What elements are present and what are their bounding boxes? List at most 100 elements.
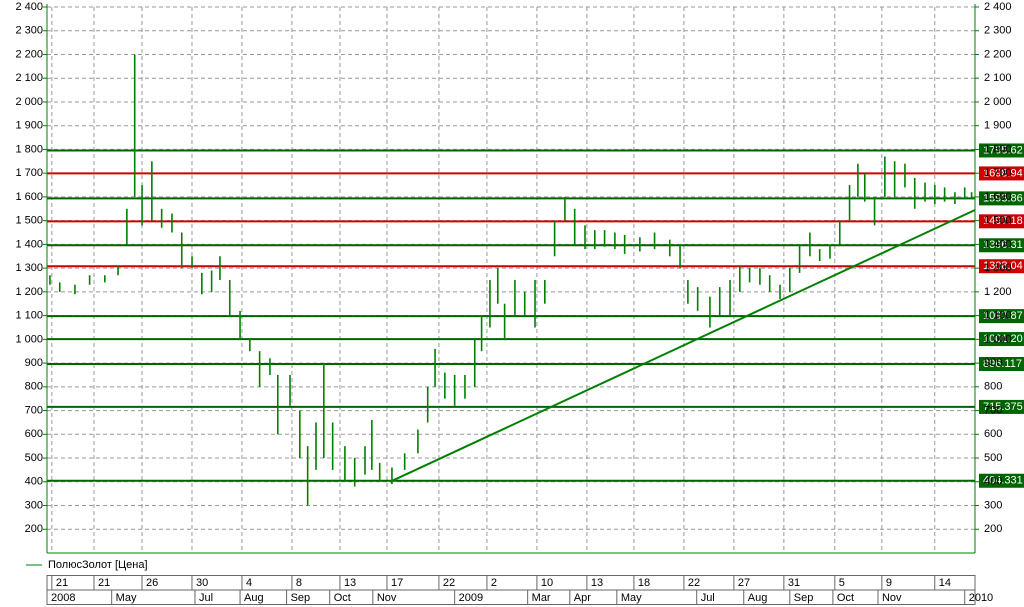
y2-tick-label: 2 100 bbox=[984, 72, 1012, 84]
y2-tick-label: 400 bbox=[984, 476, 1002, 488]
y-tick-label: 1 000 bbox=[15, 333, 43, 345]
month-label: Apr bbox=[574, 592, 591, 604]
x-tick-label: 17 bbox=[391, 577, 403, 589]
x-tick-label: 18 bbox=[638, 577, 650, 589]
levels: 1795.62 1698.94 1593.86 1497.18 1396.31 1308.… bbox=[47, 143, 1024, 488]
x-tick-label: 22 bbox=[443, 577, 455, 589]
x-tick-label: 26 bbox=[146, 577, 158, 589]
y-tick-label: 1 600 bbox=[15, 191, 43, 203]
level-box bbox=[979, 191, 1024, 206]
y-tick-label: 2 400 bbox=[15, 1, 43, 13]
level-label: 1795.62 bbox=[983, 144, 1023, 156]
x-tick-label: 21 bbox=[98, 577, 110, 589]
level-box bbox=[979, 399, 1024, 414]
trendline bbox=[389, 209, 976, 483]
x-tick-label: 13 bbox=[591, 577, 603, 589]
y2-tick-label: 2 200 bbox=[984, 48, 1012, 60]
x-tick-label: 22 bbox=[688, 577, 700, 589]
month-label: Sep bbox=[794, 592, 814, 604]
y2-tick-label: 700 bbox=[984, 404, 1002, 416]
level-box bbox=[979, 473, 1024, 488]
y2-tick-label: 1 100 bbox=[984, 310, 1012, 322]
level-box bbox=[979, 143, 1024, 158]
level-box bbox=[979, 332, 1024, 347]
y-tick-label: 600 bbox=[25, 428, 43, 440]
y-tick-label: 400 bbox=[25, 476, 43, 488]
y2-tick-label: 1 200 bbox=[984, 286, 1012, 298]
level-label: 404.331 bbox=[983, 475, 1023, 487]
y-tick-label: 1 400 bbox=[15, 238, 43, 250]
x-tick-label: 10 bbox=[541, 577, 553, 589]
y2-tick-label: 2 400 bbox=[984, 1, 1012, 13]
month-label: Oct bbox=[334, 592, 351, 604]
level-box bbox=[979, 259, 1024, 274]
y2-tick-label: 600 bbox=[984, 428, 1002, 440]
legend: ПолюсЗолот [Цена] bbox=[26, 559, 148, 571]
x-tick-label: 27 bbox=[738, 577, 750, 589]
month-label: Aug bbox=[244, 592, 264, 604]
y2-tick-label: 1 900 bbox=[984, 120, 1012, 132]
level-label: 1698.94 bbox=[983, 167, 1023, 179]
y2-tick-label: 1 700 bbox=[984, 167, 1012, 179]
month-label: Sep bbox=[291, 592, 311, 604]
y2-tick-label: 900 bbox=[984, 357, 1002, 369]
level-label: 1396.31 bbox=[983, 239, 1023, 251]
level-box bbox=[979, 238, 1024, 253]
y2-tick-label: 1 000 bbox=[984, 333, 1012, 345]
y-tick-label: 1 200 bbox=[15, 286, 43, 298]
level-label: 1308.04 bbox=[983, 260, 1023, 272]
month-label: Jul bbox=[199, 592, 213, 604]
y-tick-label: 800 bbox=[25, 381, 43, 393]
month-label: Jul bbox=[701, 592, 715, 604]
axes: 200 200 300 300 400 400 500 500 600 600 700 700 800 8… bbox=[15, 1, 1012, 605]
month-label: May bbox=[621, 592, 642, 604]
y2-tick-label: 1 600 bbox=[984, 191, 1012, 203]
y2-tick-label: 1 800 bbox=[984, 143, 1012, 155]
x-tick-label: 4 bbox=[246, 577, 252, 589]
y2-tick-label: 200 bbox=[984, 523, 1002, 535]
y2-tick-label: 300 bbox=[984, 499, 1002, 511]
month-label: Nov bbox=[882, 592, 902, 604]
y-tick-label: 1 300 bbox=[15, 262, 43, 274]
month-label: Oct bbox=[837, 592, 854, 604]
x-tick-label: 31 bbox=[788, 577, 800, 589]
level-label: 1097.87 bbox=[983, 310, 1023, 322]
y-tick-label: 1 800 bbox=[15, 143, 43, 155]
level-box bbox=[979, 357, 1024, 372]
price-bars bbox=[49, 54, 976, 506]
y-tick-label: 900 bbox=[25, 357, 43, 369]
y-tick-label: 500 bbox=[25, 452, 43, 464]
month-label: 2009 bbox=[459, 592, 483, 604]
month-label: Aug bbox=[748, 592, 768, 604]
y-tick-label: 1 100 bbox=[15, 310, 43, 322]
y2-tick-label: 1 300 bbox=[984, 262, 1012, 274]
level-box bbox=[979, 166, 1024, 181]
month-label: Mar bbox=[532, 592, 551, 604]
x-tick-label: 30 bbox=[196, 577, 208, 589]
month-label: 2010 bbox=[969, 592, 993, 604]
x-tick-label: 8 bbox=[296, 577, 302, 589]
level-label: 1593.86 bbox=[983, 192, 1023, 204]
x-tick-label: 9 bbox=[886, 577, 892, 589]
month-label: Nov bbox=[377, 592, 397, 604]
x-tick-label: 13 bbox=[344, 577, 356, 589]
y-tick-label: 1 500 bbox=[15, 215, 43, 227]
level-box bbox=[979, 214, 1024, 229]
legend-label: ПолюсЗолот [Цена] bbox=[48, 559, 148, 571]
x-tick-label: 14 bbox=[939, 577, 951, 589]
y2-tick-label: 2 000 bbox=[984, 96, 1012, 108]
y2-tick-label: 500 bbox=[984, 452, 1002, 464]
y-tick-label: 1 900 bbox=[15, 120, 43, 132]
month-label: May bbox=[116, 592, 137, 604]
level-label: 1497.18 bbox=[983, 215, 1023, 227]
y2-tick-label: 1 500 bbox=[984, 215, 1012, 227]
level-box bbox=[979, 309, 1024, 324]
y2-tick-label: 2 300 bbox=[984, 25, 1012, 37]
y-tick-label: 300 bbox=[25, 499, 43, 511]
x-tick-label: 5 bbox=[839, 577, 845, 589]
y-tick-label: 2 200 bbox=[15, 48, 43, 60]
level-label: 896.117 bbox=[983, 358, 1022, 370]
y2-tick-label: 1 400 bbox=[984, 238, 1012, 250]
